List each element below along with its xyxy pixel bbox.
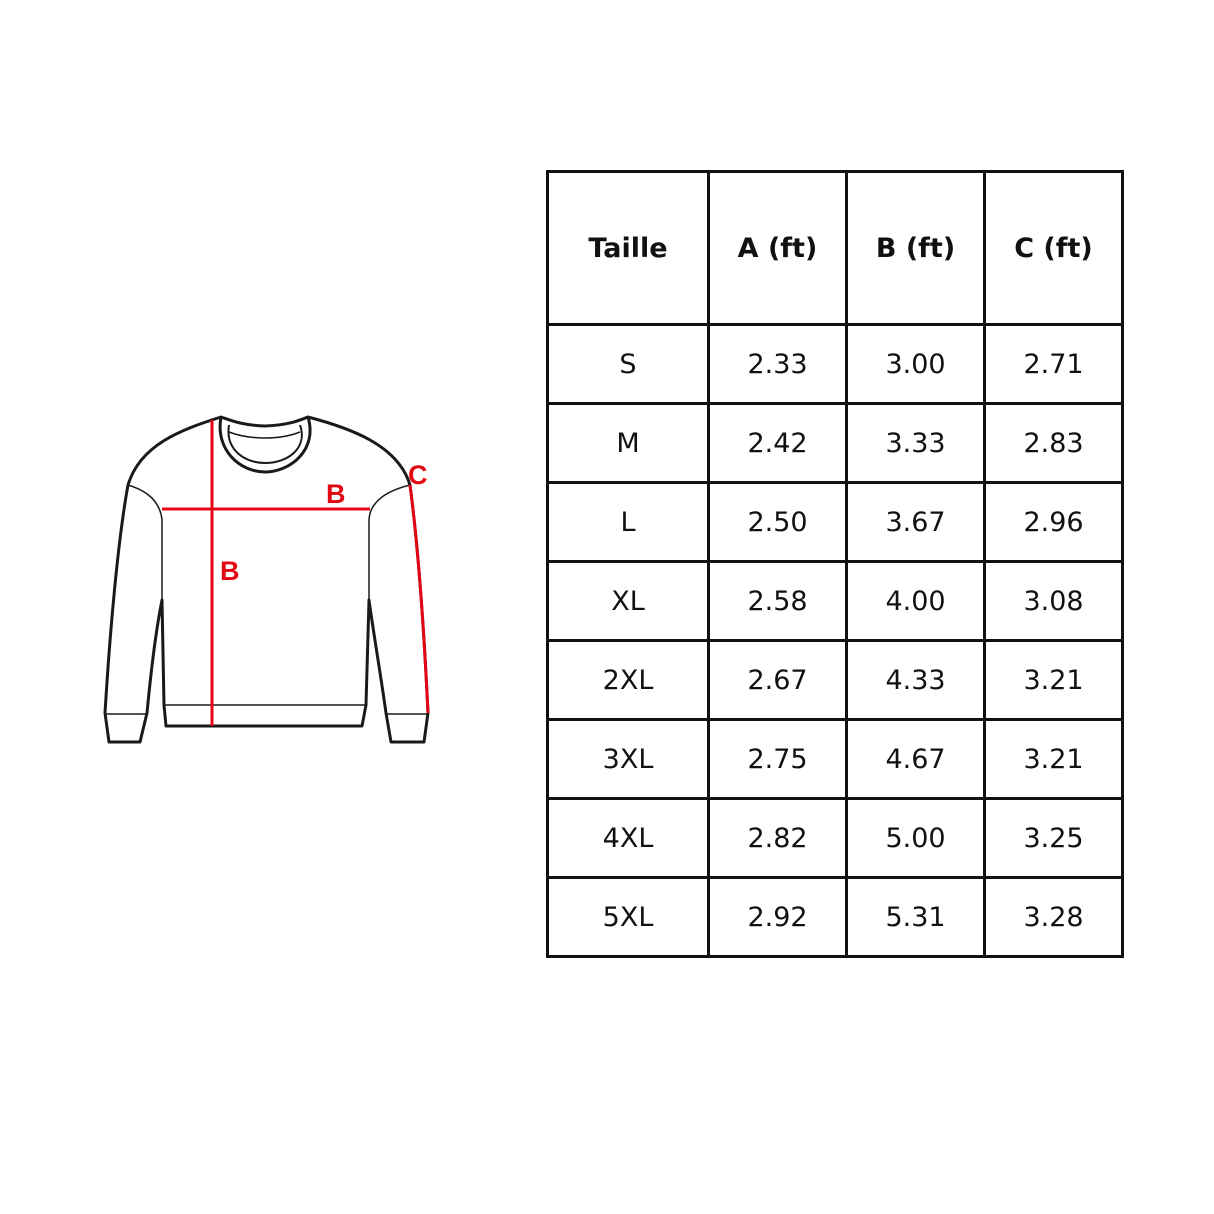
cell-size: L [546,481,710,563]
cell-size: 2XL [546,639,710,721]
table-row: 4XL 2.82 5.00 3.25 [546,797,1124,879]
sleeve-measure-line [408,484,430,714]
cell-b: 3.00 [845,323,986,405]
cell-c: 3.21 [983,639,1124,721]
cell-c: 3.08 [983,560,1124,642]
cell-size: 3XL [546,718,710,800]
cell-a: 2.50 [707,481,848,563]
sweater-outline [103,415,430,744]
cell-b: 3.33 [845,402,986,484]
header-row: Taille A (ft) B (ft) C (ft) [546,170,1124,326]
label-vertical: B [220,556,240,586]
cell-b: 3.67 [845,481,986,563]
cell-size: 5XL [546,876,710,958]
cell-size: XL [546,560,710,642]
table-row: 5XL 2.92 5.31 3.28 [546,876,1124,958]
size-table: Taille A (ft) B (ft) C (ft) S 2.33 3.00 2.7… [546,170,1124,958]
cell-a: 2.75 [707,718,848,800]
table-row: 2XL 2.67 4.33 3.21 [546,639,1124,721]
cell-c: 2.96 [983,481,1124,563]
measure-lines [162,420,430,726]
cell-size: M [546,402,710,484]
cell-b: 4.67 [845,718,986,800]
cell-b: 4.00 [845,560,986,642]
cell-b: 5.00 [845,797,986,879]
table-row: S 2.33 3.00 2.71 [546,323,1124,405]
header-a: A (ft) [707,170,848,326]
cell-a: 2.67 [707,639,848,721]
cell-c: 3.21 [983,718,1124,800]
table-row: XL 2.58 4.00 3.08 [546,560,1124,642]
header-size: Taille [546,170,710,326]
cell-b: 4.33 [845,639,986,721]
cell-size: S [546,323,710,405]
label-horizontal: B [326,479,346,509]
table-row: M 2.42 3.33 2.83 [546,402,1124,484]
cell-a: 2.33 [707,323,848,405]
cell-size: 4XL [546,797,710,879]
cell-c: 2.83 [983,402,1124,484]
cell-c: 3.28 [983,876,1124,958]
table-row: L 2.50 3.67 2.96 [546,481,1124,563]
cell-a: 2.42 [707,402,848,484]
cell-a: 2.82 [707,797,848,879]
cell-b: 5.31 [845,876,986,958]
cell-c: 2.71 [983,323,1124,405]
table-row: 3XL 2.75 4.67 3.21 [546,718,1124,800]
cell-c: 3.25 [983,797,1124,879]
label-sleeve: C [408,460,428,490]
header-b: B (ft) [845,170,986,326]
header-c: C (ft) [983,170,1124,326]
cell-a: 2.92 [707,876,848,958]
cell-a: 2.58 [707,560,848,642]
